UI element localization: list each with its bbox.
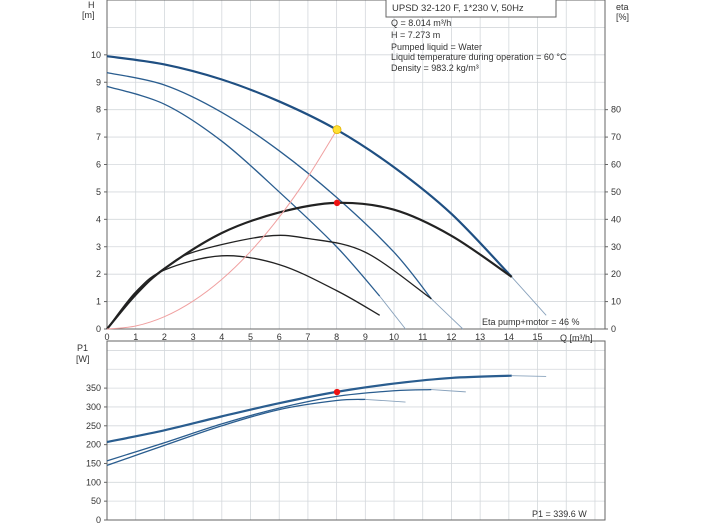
h-speed-3-curve-extension bbox=[511, 276, 547, 316]
x-tick-label: 9 bbox=[363, 332, 368, 342]
p1-tick-label: 100 bbox=[86, 477, 101, 487]
h-tick-label: 3 bbox=[96, 242, 101, 252]
h-speed-2-curve bbox=[106, 72, 432, 300]
h-axis-name: H bbox=[88, 0, 95, 10]
power-plot-frame bbox=[106, 340, 606, 521]
h-tick-label: 1 bbox=[96, 297, 101, 307]
x-tick-label: 14 bbox=[504, 332, 514, 342]
h-speed-2-curve-extension bbox=[431, 298, 464, 330]
h-tick-label: 5 bbox=[96, 187, 101, 197]
p1-speed-1-curve-extension bbox=[365, 398, 406, 403]
pump-model-title: UPSD 32-120 F, 1*230 V, 50Hz bbox=[392, 3, 524, 14]
eta-tick-label: 50 bbox=[611, 187, 621, 197]
info-temperature: Liquid temperature during operation = 60… bbox=[391, 52, 567, 62]
title-box: UPSD 32-120 F, 1*230 V, 50Hz bbox=[385, 0, 557, 18]
info-liquid: Pumped liquid = Water bbox=[391, 42, 482, 52]
eta-note: Eta pump+motor = 46 % bbox=[482, 317, 580, 327]
eta-tick-label: 40 bbox=[611, 214, 621, 224]
p1-speed-3-curve-extension bbox=[511, 375, 547, 377]
p1-speed-2-curve bbox=[106, 388, 432, 462]
p1-tick-label: 200 bbox=[86, 440, 101, 450]
eta-tick-label: 10 bbox=[611, 297, 621, 307]
h-tick-label: 9 bbox=[96, 77, 101, 87]
x-tick-label: 6 bbox=[277, 332, 282, 342]
eta-tick-label: 30 bbox=[611, 242, 621, 252]
h-tick-label: 4 bbox=[96, 214, 101, 224]
h-tick-label: 10 bbox=[91, 50, 101, 60]
x-tick-label: 1 bbox=[133, 332, 138, 342]
x-tick-label: 8 bbox=[334, 332, 339, 342]
operating-point-power bbox=[333, 388, 341, 396]
eta-tick-label: 70 bbox=[611, 132, 621, 142]
eta-speed-1-curve bbox=[106, 255, 381, 330]
x-tick-label: 7 bbox=[305, 332, 310, 342]
p1-tick-label: 50 bbox=[91, 496, 101, 506]
h-tick-label: 6 bbox=[96, 160, 101, 170]
axis-labels: H [m] eta [%] Q [m³/h] P1 [W] bbox=[76, 0, 629, 364]
x-tick-label: 0 bbox=[104, 332, 109, 342]
h-speed-1-curve bbox=[106, 85, 381, 297]
x-tick-label: 13 bbox=[475, 332, 485, 342]
x-tick-label: 3 bbox=[191, 332, 196, 342]
p1-axis-unit: [W] bbox=[76, 354, 90, 364]
p1-speed-2-curve-extension bbox=[431, 389, 466, 393]
h-axis-unit: [m] bbox=[82, 10, 95, 20]
eta-tick-label: 0 bbox=[611, 324, 616, 334]
h-tick-label: 8 bbox=[96, 105, 101, 115]
p1-speed-1-curve bbox=[106, 398, 366, 466]
p1-axis-name: P1 bbox=[77, 343, 88, 353]
h-tick-label: 7 bbox=[96, 132, 101, 142]
eta-axis-name: eta bbox=[616, 2, 629, 12]
curves bbox=[106, 55, 547, 466]
x-tick-label: 4 bbox=[219, 332, 224, 342]
operating-point-eta bbox=[333, 199, 341, 207]
eta-tick-label: 80 bbox=[611, 105, 621, 115]
x-tick-label: 5 bbox=[248, 332, 253, 342]
x-tick-label: 15 bbox=[533, 332, 543, 342]
x-tick-label: 2 bbox=[162, 332, 167, 342]
operating-point-head bbox=[332, 125, 342, 134]
info-flow: Q = 8.014 m³/h bbox=[391, 18, 451, 28]
p1-tick-label: 350 bbox=[86, 383, 101, 393]
h-tick-label: 2 bbox=[96, 269, 101, 279]
x-tick-label: 12 bbox=[446, 332, 456, 342]
x-axis-label: Q [m³/h] bbox=[560, 333, 593, 343]
p1-tick-label: 300 bbox=[86, 402, 101, 412]
p1-tick-label: 0 bbox=[96, 515, 101, 525]
x-tick-label: 11 bbox=[418, 332, 427, 342]
h-speed-3-curve bbox=[106, 55, 513, 278]
p1-note: P1 = 339.6 W bbox=[532, 509, 587, 519]
p1-tick-label: 150 bbox=[86, 458, 101, 468]
p1-tick-label: 250 bbox=[86, 421, 101, 431]
info-head: H = 7.273 m bbox=[391, 30, 440, 40]
h-tick-label: 0 bbox=[96, 324, 101, 334]
system-curve-curve bbox=[106, 129, 338, 330]
eta-tick-label: 60 bbox=[611, 160, 621, 170]
info-density: Density = 983.2 kg/m³ bbox=[391, 63, 479, 73]
info-block: Q = 8.014 m³/h H = 7.273 m Pumped liquid… bbox=[391, 18, 567, 73]
p1-speed-3-curve bbox=[106, 374, 512, 444]
h-speed-1-curve-extension bbox=[379, 295, 406, 330]
eta-axis-unit: [%] bbox=[616, 12, 629, 22]
power-plot-grid: 0 50 100 150 200 250 300 350 bbox=[86, 340, 606, 525]
eta-speed-2-curve bbox=[106, 234, 432, 330]
eta-tick-label: 20 bbox=[611, 269, 621, 279]
operating-points bbox=[332, 125, 342, 396]
x-tick-label: 10 bbox=[389, 332, 399, 342]
